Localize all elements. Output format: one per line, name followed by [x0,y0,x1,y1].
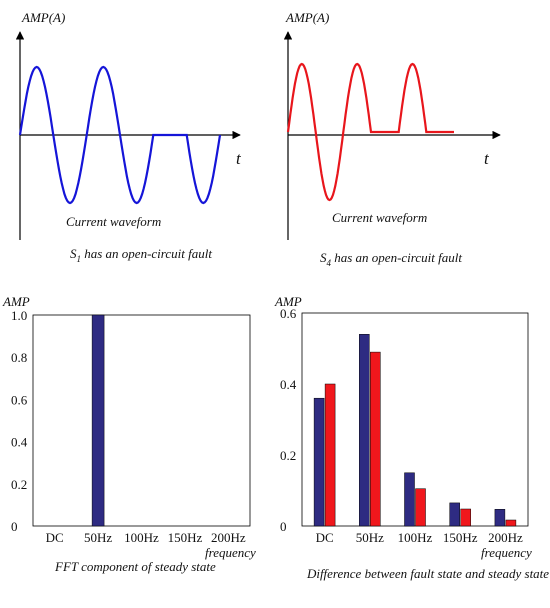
y-axis-label: AMP(A) [285,10,329,25]
x-tick-label: 100Hz [398,530,433,545]
current-waveform-line [18,65,222,205]
bar [324,383,336,527]
chart-title: FFT component of steady state [54,559,216,574]
caption-text: has an open-circuit fault [81,246,212,261]
caption-symbol: S [320,250,327,265]
difference-bar-chart: AMP frequency Difference between fault s… [274,294,549,581]
x-tick-label: 200Hz [488,530,523,545]
y-axis-label: AMP [2,294,30,309]
waveform-subtitle: Current waveform [332,210,427,225]
y-tick-label: 0 [11,519,18,534]
plot-frame [301,312,529,527]
x-tick-label: 150Hz [168,530,203,545]
y-tick-label: 0.4 [280,377,297,392]
bar [460,508,471,527]
bar [91,314,105,527]
y-tick-label: 0.2 [280,448,296,463]
y-tick-label: 0.8 [11,350,27,365]
caption-symbol: S [70,246,77,261]
bar [494,509,506,527]
caption-text: has an open-circuit fault [331,250,462,265]
x-tick-label: 150Hz [443,530,478,545]
x-tick-label: 200Hz [211,530,246,545]
x-tick-label: 50Hz [356,530,384,545]
x-tick-label: 100Hz [124,530,159,545]
plot-frame [32,314,251,527]
x-axis-label: frequency [481,545,532,560]
caption-subscript: 4 [327,258,332,268]
fault-caption: S1 has an open-circuit fault [70,246,212,264]
x-axis-label: t [484,149,490,168]
y-tick-label: 0.2 [11,477,27,492]
x-axis-label: t [236,149,242,168]
x-tick-label: 50Hz [84,530,112,545]
x-tick-label: DC [316,530,334,545]
waveform-subtitle: Current waveform [66,214,161,229]
fault-caption: S4 has an open-circuit fault [320,250,462,268]
y-axis-label: AMP [274,294,302,309]
caption-subscript: 1 [77,254,82,264]
bar [370,351,381,527]
bar [313,397,325,527]
bar [449,502,460,527]
waveform-panel-s1: AMP(A) t Current waveform S1 has an open… [15,10,242,264]
x-axis-label: frequency [205,545,256,560]
bar [359,334,370,527]
y-tick-label: 0 [280,519,287,534]
waveform-panel-s4: AMP(A) t Current waveform S4 has an open… [283,10,501,268]
y-tick-label: 0.4 [11,435,28,450]
y-axis-label: AMP(A) [21,10,65,25]
y-tick-label: 0.6 [11,392,28,407]
y-tick-label: 0.6 [280,306,297,321]
x-tick-label: DC [46,530,64,545]
y-tick-label: 1.0 [11,308,27,323]
fft-bar-chart: AMP frequency FFT component of steady st… [2,294,256,574]
chart-title: Difference between fault state and stead… [306,566,549,581]
bar [505,519,517,527]
bar [415,488,426,527]
bar [404,472,415,527]
current-waveform-line [286,62,454,202]
